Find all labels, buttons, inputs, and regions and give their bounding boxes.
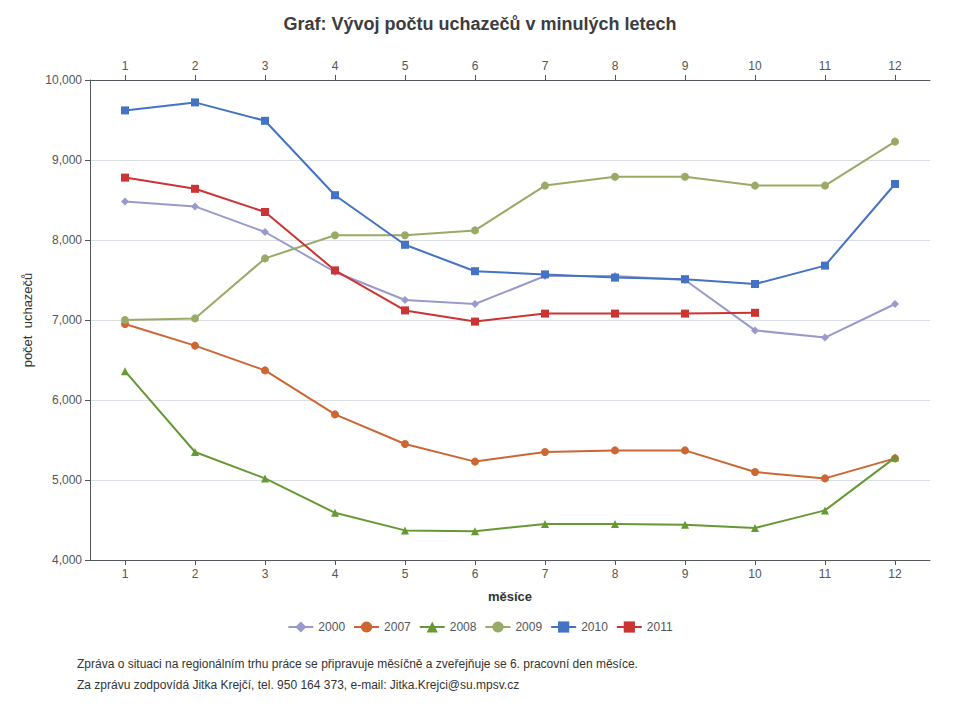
svg-text:11: 11 [819,567,832,581]
svg-text:6: 6 [472,59,479,73]
svg-text:9: 9 [682,567,689,581]
svg-text:2007: 2007 [384,620,411,634]
svg-text:5: 5 [402,59,409,73]
svg-text:10,000: 10,000 [45,73,82,87]
svg-text:6: 6 [472,567,479,581]
svg-text:10: 10 [748,59,762,73]
svg-text:3: 3 [262,59,269,73]
svg-text:10: 10 [748,567,762,581]
svg-text:8,000: 8,000 [52,233,82,247]
svg-text:měsíce: měsíce [488,589,532,604]
svg-text:11: 11 [819,59,832,73]
svg-text:1: 1 [122,567,129,581]
svg-text:12: 12 [888,567,902,581]
svg-text:Graf: Vývoj počtu uchazečů v m: Graf: Vývoj počtu uchazečů v minulých le… [283,14,676,34]
svg-text:2000: 2000 [318,620,345,634]
svg-text:8: 8 [612,59,619,73]
svg-text:12: 12 [888,59,902,73]
svg-text:6,000: 6,000 [52,393,82,407]
svg-text:počet uchazečů: počet uchazečů [20,273,35,368]
svg-text:2011: 2011 [647,620,673,634]
svg-text:2: 2 [192,567,199,581]
svg-text:7: 7 [542,59,549,73]
svg-text:4: 4 [332,567,339,581]
svg-text:5: 5 [402,567,409,581]
svg-text:9,000: 9,000 [52,153,82,167]
svg-text:2: 2 [192,59,199,73]
svg-text:2008: 2008 [450,620,477,634]
svg-text:7,000: 7,000 [52,313,82,327]
svg-text:1: 1 [122,59,129,73]
svg-text:7: 7 [542,567,549,581]
svg-text:4: 4 [332,59,339,73]
svg-text:4,000: 4,000 [52,553,82,567]
svg-text:Zpráva o situaci na regionální: Zpráva o situaci na regionálním trhu prá… [77,657,638,671]
svg-text:5,000: 5,000 [52,473,82,487]
svg-text:Za zprávu zodpovídá Jitka Krej: Za zprávu zodpovídá Jitka Krejčí, tel. 9… [77,678,519,692]
svg-text:9: 9 [682,59,689,73]
svg-text:2009: 2009 [515,620,542,634]
svg-text:2010: 2010 [581,620,608,634]
svg-text:8: 8 [612,567,619,581]
svg-text:3: 3 [262,567,269,581]
